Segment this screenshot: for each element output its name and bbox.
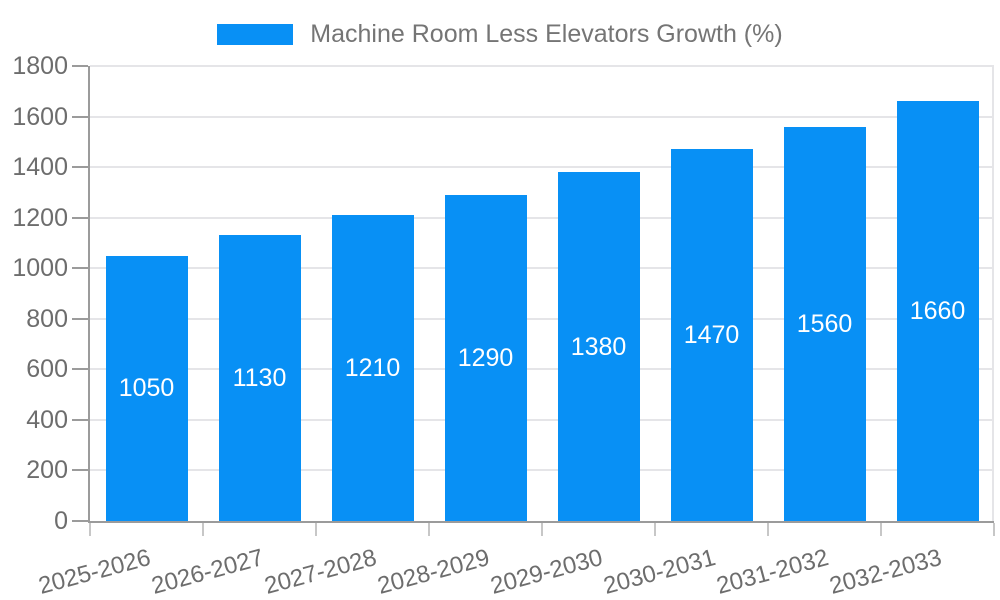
legend-swatch[interactable] — [217, 24, 294, 45]
y-axis-tick-label: 200 — [26, 456, 68, 485]
y-axis-tick — [72, 115, 88, 118]
y-axis-tick-label: 600 — [26, 355, 68, 384]
gridline — [90, 267, 994, 270]
x-axis-tick — [202, 523, 204, 536]
x-axis-tick — [315, 523, 317, 536]
bar-2028-2029[interactable]: 1290 — [444, 194, 527, 521]
bar-value-label: 1050 — [118, 374, 175, 403]
gridline — [90, 317, 994, 320]
y-axis-tick-label: 0 — [54, 507, 68, 535]
gridline — [90, 469, 994, 472]
y-axis-tick — [72, 520, 88, 522]
legend: Machine Room Less Elevators Growth (%) — [0, 20, 1000, 49]
x-axis-category-label: 2030-2031 — [600, 544, 719, 600]
y-axis-tick — [72, 368, 88, 371]
bar-2027-2028[interactable]: 1210 — [331, 215, 414, 521]
bar-2025-2026[interactable]: 1050 — [105, 255, 188, 521]
x-axis-tick — [89, 523, 91, 536]
gridline — [90, 418, 994, 421]
x-axis-category-label: 2027-2028 — [261, 544, 380, 600]
y-axis-tick-label: 800 — [26, 304, 68, 333]
y-axis-tick — [72, 317, 88, 320]
plot-right-border — [992, 66, 994, 521]
y-axis-tick-label: 1400 — [12, 153, 68, 182]
x-axis-category-label: 2025-2026 — [35, 544, 154, 600]
x-axis-category-label: 2028-2029 — [374, 544, 493, 600]
y-axis-tick — [72, 166, 88, 169]
gridline — [90, 216, 994, 219]
y-axis-tick — [72, 267, 88, 270]
bar-2031-2032[interactable]: 1560 — [783, 126, 866, 521]
x-axis-tick — [541, 523, 543, 536]
bar-value-label: 1210 — [344, 354, 401, 383]
x-axis-category-label: 2031-2032 — [713, 544, 832, 600]
y-axis-tick-label: 1600 — [12, 102, 68, 131]
y-axis-tick — [72, 418, 88, 421]
y-axis-tick-label: 400 — [26, 405, 68, 434]
x-axis-tick — [880, 523, 882, 536]
y-axis-tick — [72, 65, 88, 67]
x-axis-category-label: 2029-2030 — [487, 544, 606, 600]
plot-area: 0 200 400 600 800 1000 1200 1400 1600 1800 1050 113… — [12, 52, 995, 600]
y-axis-tick-label: 1800 — [12, 52, 68, 80]
x-axis-category-label: 2026-2027 — [148, 544, 267, 600]
gridline — [90, 65, 994, 67]
bar-value-label: 1660 — [909, 297, 966, 326]
x-axis-tick — [428, 523, 430, 536]
x-axis-tick — [767, 523, 769, 536]
x-axis-tick — [654, 523, 656, 536]
bar-2029-2030[interactable]: 1380 — [557, 172, 640, 521]
y-axis-tick-label: 1200 — [12, 203, 68, 232]
bar-value-label: 1560 — [796, 309, 853, 338]
bar-value-label: 1470 — [683, 321, 740, 350]
bar-2030-2031[interactable]: 1470 — [670, 149, 753, 521]
y-axis-tick-label: 1000 — [12, 254, 68, 283]
bar-value-label: 1290 — [457, 343, 514, 372]
gridline — [90, 115, 994, 118]
bar-value-label: 1380 — [570, 332, 627, 361]
legend-label[interactable]: Machine Room Less Elevators Growth (%) — [310, 20, 783, 48]
x-axis-category-label: 2032-2033 — [826, 544, 945, 600]
x-axis-tick — [993, 523, 995, 536]
bar-value-label: 1130 — [232, 364, 287, 393]
gridline — [90, 368, 994, 371]
bar-2026-2027[interactable]: 1130 — [218, 235, 301, 521]
y-axis-tick — [72, 469, 88, 472]
y-axis-tick — [72, 216, 88, 219]
bar-2032-2033[interactable]: 1660 — [896, 101, 979, 521]
gridline — [90, 166, 994, 169]
